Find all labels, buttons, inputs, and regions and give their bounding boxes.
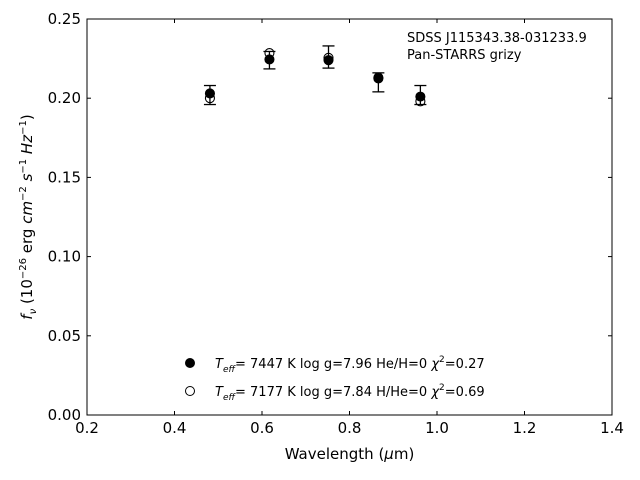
y-tick-label-1: 0.05 xyxy=(48,327,81,345)
y-tick-label-0: 0.00 xyxy=(48,406,81,424)
x-tick-label-2: 0.6 xyxy=(250,419,274,437)
y-axis-ticks: 0.00 0.05 0.10 0.15 0.20 0.25 xyxy=(48,10,612,424)
plot-frame xyxy=(86,18,613,416)
y-tick-label-3: 0.15 xyxy=(48,168,81,186)
y-tick-label-4: 0.20 xyxy=(48,89,81,107)
open-point-1-1 xyxy=(264,48,275,59)
legend: Teff= 7447 K log g=7.96 He/H=0 χ2=0.27 T… xyxy=(185,355,485,403)
data-points xyxy=(204,48,426,107)
x-tick-label-1: 0.4 xyxy=(163,419,187,437)
open-point-1-3 xyxy=(373,72,384,83)
legend-entry-1: Teff= 7447 K log g=7.96 He/H=0 χ2=0.27 xyxy=(215,355,485,375)
x-tick-label-6: 1.4 xyxy=(600,419,624,437)
legend-marker-filled xyxy=(185,358,195,368)
open-point-1-2 xyxy=(323,52,334,63)
x-tick-label-3: 0.8 xyxy=(338,419,362,437)
filled-point-0-2 xyxy=(323,55,334,66)
y-tick-label-5: 0.25 xyxy=(48,10,81,28)
open-point-1-0 xyxy=(204,93,215,104)
x-axis-ticks: 0.2 0.4 0.6 0.8 1.0 1.2 1.4 xyxy=(75,19,624,437)
survey-annotation: Pan-STARRS grizy xyxy=(407,48,522,63)
legend-marker-open xyxy=(185,386,195,396)
error-bars xyxy=(203,45,427,106)
y-axis-label: fν (10−26 erg cm−2 s−1 Hz−1) xyxy=(18,114,39,319)
x-tick-label-4: 1.0 xyxy=(425,419,449,437)
x-axis-label: Wavelength (μm) xyxy=(285,445,415,463)
open-point-1-4 xyxy=(415,96,426,107)
x-tick-label-0: 0.2 xyxy=(75,419,99,437)
y-tick-label-2: 0.10 xyxy=(48,248,81,266)
legend-entry-2: Teff= 7177 K log g=7.84 H/He=0 χ2=0.69 xyxy=(215,383,485,403)
x-tick-label-5: 1.2 xyxy=(513,419,537,437)
object-name-annotation: SDSS J115343.38-031233.9 xyxy=(407,31,587,46)
